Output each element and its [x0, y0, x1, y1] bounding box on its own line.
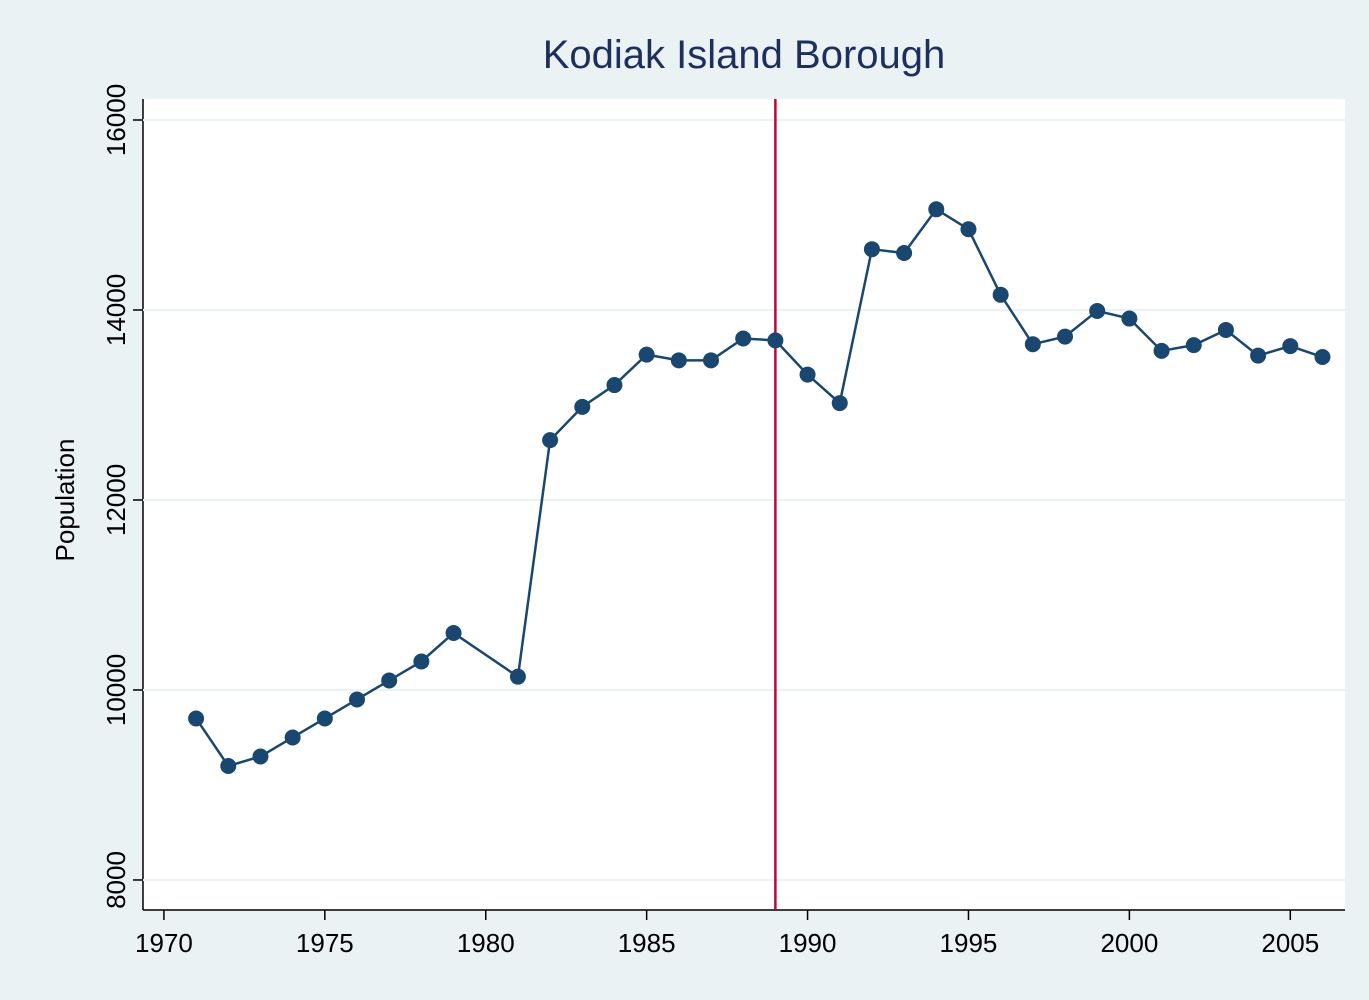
data-point	[349, 691, 366, 708]
data-point	[1282, 338, 1299, 355]
data-point	[831, 395, 848, 412]
data-point	[574, 398, 591, 415]
data-point	[1153, 342, 1170, 359]
x-tick-label: 1985	[618, 928, 676, 958]
y-tick-label: 12000	[101, 464, 131, 536]
data-point	[316, 710, 333, 727]
y-tick-label: 8000	[101, 851, 131, 909]
data-point	[1024, 336, 1041, 353]
y-tick-label: 10000	[101, 654, 131, 726]
data-point	[1057, 328, 1074, 345]
x-tick-label: 1970	[135, 928, 193, 958]
data-point	[767, 332, 784, 349]
data-point	[1185, 337, 1202, 354]
data-point	[703, 352, 720, 369]
data-point	[896, 244, 913, 261]
data-point	[220, 757, 237, 774]
data-point	[960, 221, 977, 238]
data-point	[413, 653, 430, 670]
data-point	[1121, 310, 1138, 327]
data-point	[542, 432, 559, 449]
data-point	[928, 201, 945, 218]
data-point	[381, 672, 398, 689]
data-point	[1089, 302, 1106, 319]
data-point	[735, 330, 752, 347]
x-tick-label: 1980	[457, 928, 515, 958]
y-tick-label: 14000	[101, 274, 131, 346]
data-point	[638, 346, 655, 363]
data-point	[252, 748, 269, 765]
data-point	[1217, 321, 1234, 338]
data-point	[799, 366, 816, 383]
x-tick-label: 2005	[1261, 928, 1319, 958]
chart-title: Kodiak Island Borough	[543, 33, 946, 77]
data-point	[863, 241, 880, 258]
x-tick-label: 1995	[940, 928, 998, 958]
data-point	[670, 352, 687, 369]
data-point	[445, 624, 462, 641]
y-tick-label: 16000	[101, 84, 131, 156]
data-point	[284, 729, 301, 746]
data-point	[992, 286, 1009, 303]
y-axis-label: Population	[50, 439, 80, 562]
x-tick-label: 1990	[779, 928, 837, 958]
x-tick-label: 1975	[296, 928, 354, 958]
data-point	[509, 668, 526, 685]
data-point	[1250, 347, 1267, 364]
x-tick-label: 2000	[1100, 928, 1158, 958]
plot-area	[143, 99, 1345, 910]
data-point	[1314, 349, 1331, 366]
data-point	[188, 710, 205, 727]
data-point	[606, 377, 623, 394]
